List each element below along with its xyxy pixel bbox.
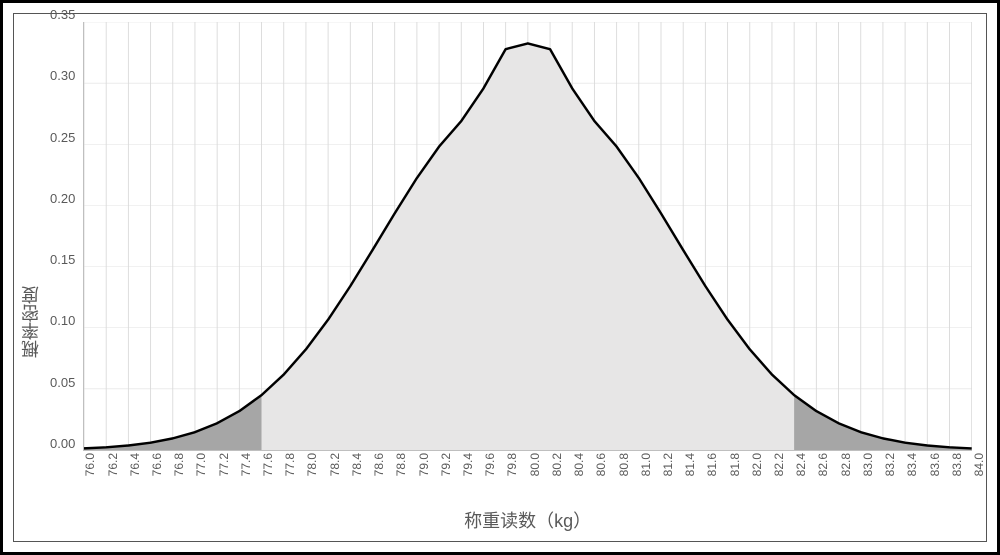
x-tick-label: 78.2 — [328, 453, 342, 476]
y-tick-label: 0.30 — [50, 68, 75, 83]
x-tick-label: 76.2 — [106, 453, 120, 476]
x-tick-label: 76.8 — [172, 453, 186, 476]
outer-frame: 概率密度 0.35 0.30 0.25 0.20 0.15 0.10 0.05 0.00 76… — [0, 0, 1000, 555]
y-tick-label: 0.20 — [50, 191, 75, 206]
region-center — [262, 43, 795, 450]
plot-area — [83, 22, 972, 451]
x-tick-label: 77.8 — [283, 453, 297, 476]
x-tick-label: 83.0 — [861, 453, 875, 476]
y-axis-label: 概率密度 — [14, 14, 48, 541]
x-tick-label: 83.2 — [883, 453, 897, 476]
x-tick-label: 79.8 — [505, 453, 519, 476]
x-tick-label: 81.8 — [728, 453, 742, 476]
x-tick-label: 84.0 — [972, 453, 986, 476]
x-tick-label: 80.6 — [594, 453, 608, 476]
x-tick-label: 82.6 — [816, 453, 830, 476]
x-tick-label: 76.4 — [128, 453, 142, 476]
x-tick-label: 79.2 — [439, 453, 453, 476]
x-tick-label: 77.6 — [261, 453, 275, 476]
x-axis-label: 称重读数（kg） — [83, 507, 972, 535]
x-tick-label: 76.0 — [83, 453, 97, 476]
x-tick-label: 81.6 — [705, 453, 719, 476]
x-tick-label: 80.8 — [617, 453, 631, 476]
x-tick-label: 80.4 — [572, 453, 586, 476]
x-axis-ticks: 76.0 76.2 76.4 76.6 76.8 77.0 77.2 77.4 77.6 77.8… — [83, 451, 972, 507]
y-tick-label: 0.05 — [50, 375, 75, 390]
x-tick-label: 79.4 — [461, 453, 475, 476]
chart-zone: 概率密度 0.350.300.250.200.150.100.050.00 76… — [14, 14, 986, 541]
x-tick-label: 79.0 — [417, 453, 431, 476]
x-tick-label: 77.0 — [194, 453, 208, 476]
y-tick-label: 0.00 — [50, 436, 75, 451]
plot-svg — [84, 22, 972, 450]
y-axis-ticks: 0.350.300.250.200.150.100.050.00 — [48, 14, 79, 541]
x-tick-label: 81.0 — [639, 453, 653, 476]
x-tick-label: 76.6 — [150, 453, 164, 476]
x-tick-label: 80.0 — [528, 453, 542, 476]
x-tick-label: 77.4 — [239, 453, 253, 476]
x-tick-label: 81.2 — [661, 453, 675, 476]
plot-stack: 76.0 76.2 76.4 76.6 76.8 77.0 77.2 77.4 77.6 77.8… — [79, 14, 986, 541]
x-tick-label: 78.4 — [350, 453, 364, 476]
x-tick-label: 83.4 — [905, 453, 919, 476]
x-tick-label: 77.2 — [217, 453, 231, 476]
x-tick-label: 82.2 — [772, 453, 786, 476]
x-tick-label: 83.6 — [928, 453, 942, 476]
x-tick-label: 78.6 — [372, 453, 386, 476]
x-tick-label: 79.6 — [483, 453, 497, 476]
x-tick-label: 82.0 — [750, 453, 764, 476]
x-tick-label: 82.8 — [839, 453, 853, 476]
inner-frame: 概率密度 0.350.300.250.200.150.100.050.00 76… — [13, 13, 987, 542]
x-tick-label: 81.4 — [683, 453, 697, 476]
x-tick-label: 80.2 — [550, 453, 564, 476]
y-tick-label: 0.15 — [50, 252, 75, 267]
y-tick-label: 0.10 — [50, 313, 75, 328]
y-tick-label: 0.25 — [50, 130, 75, 145]
x-tick-label: 82.4 — [794, 453, 808, 476]
x-tick-label: 78.8 — [394, 453, 408, 476]
x-tick-label: 78.0 — [305, 453, 319, 476]
y-tick-label: 0.35 — [50, 7, 75, 22]
x-tick-label: 83.8 — [950, 453, 964, 476]
